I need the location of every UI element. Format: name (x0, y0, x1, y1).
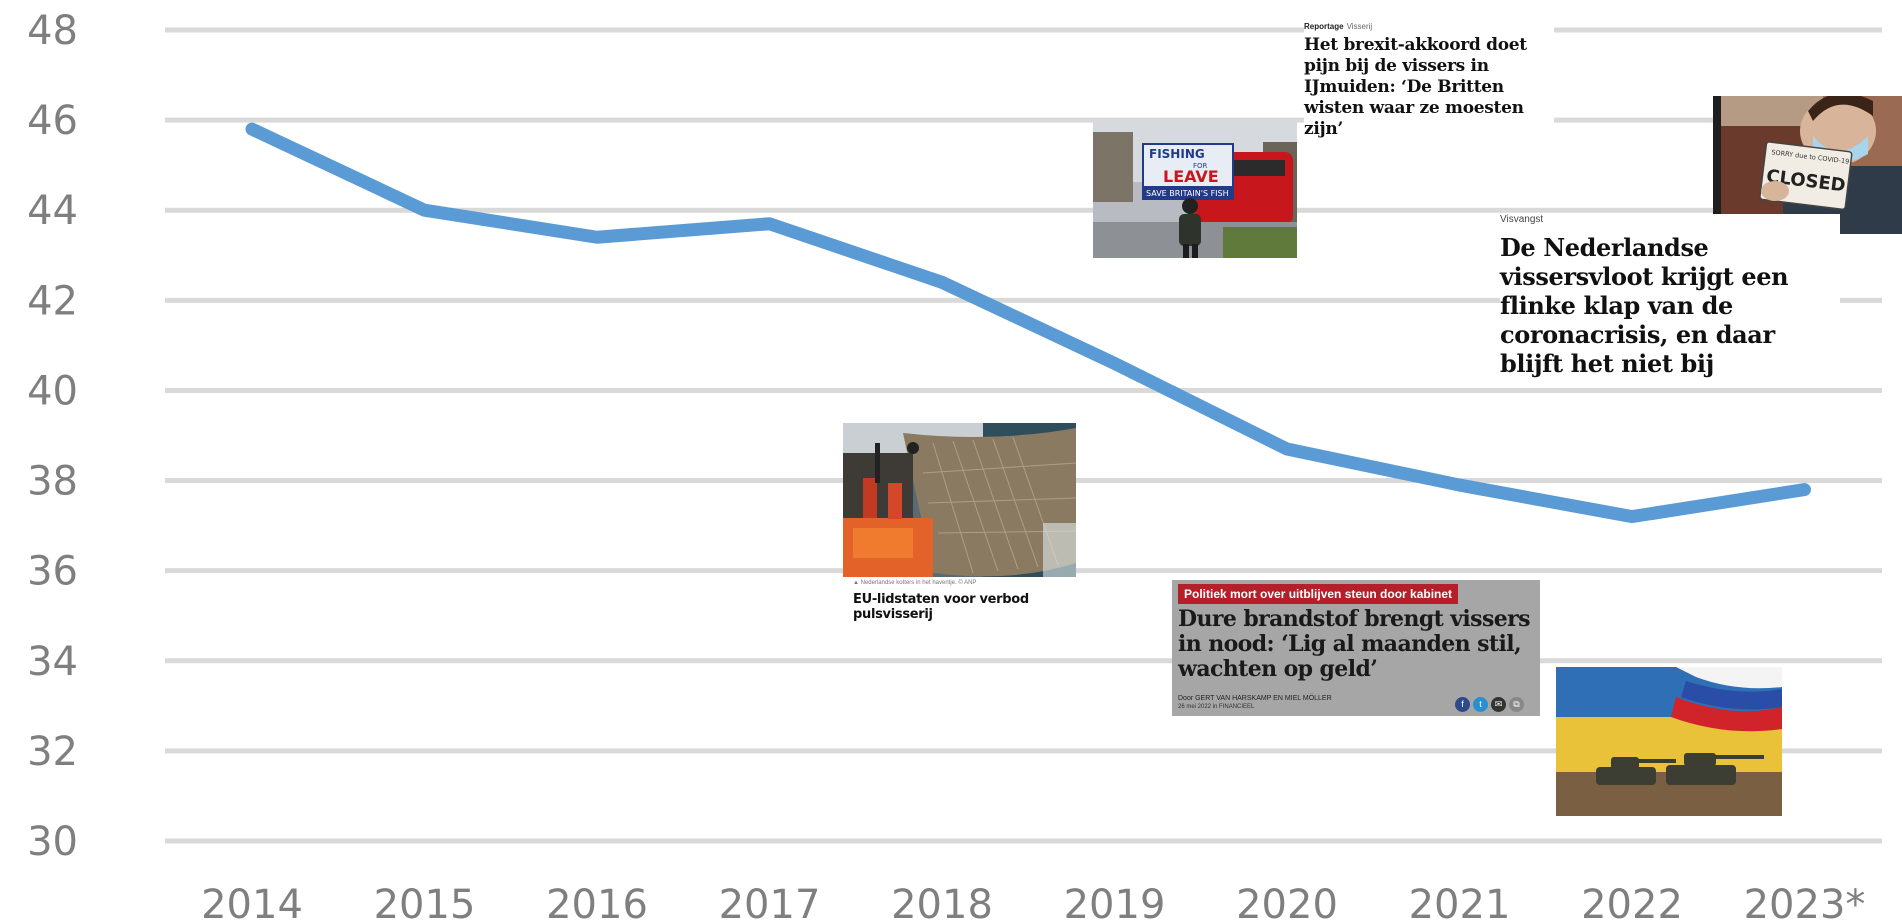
twitter-icon[interactable]: t (1473, 697, 1488, 712)
series-layer (245, 122, 1811, 524)
y-tick-label: 42 (27, 278, 78, 324)
x-tick-label: 2021 (1409, 882, 1511, 923)
brexit-kicker: Reportage Visserij (1304, 22, 1554, 31)
brexit-kicker-topic: Visserij (1346, 22, 1373, 31)
y-tick-label: 32 (27, 729, 78, 775)
puls-headline: EU-lidstaten voor verbod pulsvisserij (853, 592, 1029, 622)
y-tick-label: 36 (27, 549, 78, 595)
sign-text-top: FISHING (1149, 147, 1205, 161)
y-tick-label: 40 (27, 368, 78, 414)
x-axis-ticks: 2014 2015 2016 2017 2018 2019 2020 2021 2022 2023… (201, 882, 1865, 923)
sign-text-bottom: SAVE BRITAIN'S FISH (1146, 189, 1229, 198)
x-tick-label: 2018 (891, 882, 993, 923)
y-tick-label: 34 (27, 639, 78, 685)
fishing-net-photo (843, 423, 1076, 577)
x-tick-label: 2017 (719, 882, 821, 923)
fuel-headline: Dure brandstof brengt vissers in nood: ‘… (1178, 606, 1531, 682)
x-tick-label: 2022 (1581, 882, 1683, 923)
copy-icon[interactable]: ⧉ (1509, 697, 1524, 712)
x-tick-label: 2014 (201, 882, 303, 923)
corona-headline: De Nederlandse vissersvloot krijgt een f… (1500, 233, 1789, 378)
fuel-byline: Door GERT VAN HARSKAMP EN MIEL MÖLLER (1178, 695, 1332, 702)
fuel-article-card: Politiek mort over uitblijven steun door… (1172, 580, 1540, 716)
share-buttons: f t ✉ ⧉ (1452, 694, 1524, 712)
mail-icon[interactable]: ✉ (1491, 697, 1506, 712)
sign-text-main: LEAVE (1163, 167, 1219, 186)
facebook-icon[interactable]: f (1455, 697, 1470, 712)
x-tick-label: 2020 (1236, 882, 1338, 923)
y-tick-label: 44 (27, 188, 78, 234)
fuel-date: 26 mei 2022 in FINANCIEEL (1178, 704, 1255, 710)
corona-kicker: Visvangst (1500, 214, 1544, 225)
corona-article-card: Visvangst De Nederlandse vissersvloot kr… (1500, 214, 1840, 378)
x-tick-label: 2023* (1744, 882, 1866, 923)
closed-sign-photo: SORRY due to COVID-19 CLOSED (1713, 96, 1902, 234)
y-tick-label: 46 (27, 98, 78, 144)
sign-text-mid: FOR (1193, 162, 1208, 170)
y-tick-label: 38 (27, 459, 78, 505)
y-axis-ticks: 30 32 34 36 38 40 42 44 46 48 (27, 8, 78, 865)
y-tick-label: 48 (27, 8, 78, 54)
ukraine-russia-tanks-photo (1556, 667, 1782, 816)
x-tick-label: 2019 (1064, 882, 1166, 923)
y-tick-label: 30 (27, 819, 78, 865)
brexit-headline: Het brexit-akkoord doet pijn bij de viss… (1304, 35, 1527, 139)
puls-photo-caption: ▲ Nederlandse kotters in het haventje. ©… (853, 580, 977, 586)
pulsvisserij-article-card: ▲ Nederlandse kotters in het haventje. ©… (843, 423, 1076, 623)
brexit-protest-photo: FISHING FOR LEAVE SAVE BRITAIN'S FISH (1093, 122, 1297, 258)
x-tick-label: 2015 (374, 882, 476, 923)
brexit-article-card: Reportage Visserij Het brexit-akkoord doe… (1304, 22, 1554, 152)
series-line (245, 122, 1811, 524)
fuel-tag: Politiek mort over uitblijven steun door… (1178, 584, 1459, 604)
x-tick-label: 2016 (546, 882, 648, 923)
brexit-kicker-label: Reportage (1304, 22, 1344, 31)
